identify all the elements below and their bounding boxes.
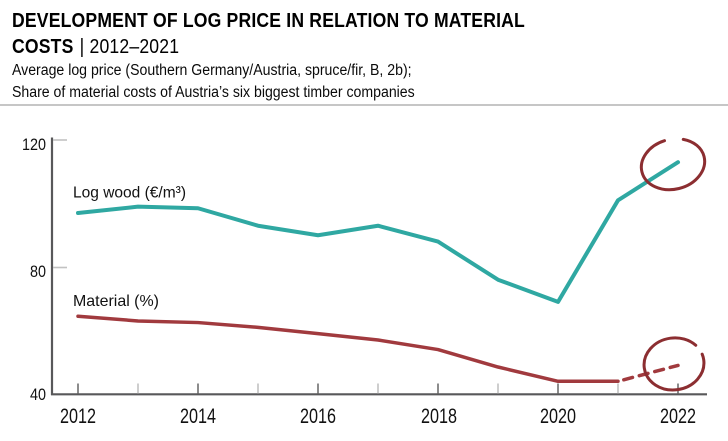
separator-line	[0, 104, 728, 106]
x-tick-label-2014: 2014	[180, 405, 216, 428]
x-tick-label-2012: 2012	[60, 405, 96, 428]
title-period-text: | 2012–2021	[79, 36, 180, 58]
material-line	[76, 314, 620, 384]
log-wood-line	[76, 160, 680, 304]
material-projection-line	[616, 363, 680, 384]
x-tick-label-2022: 2022	[660, 405, 696, 428]
series-lines-group	[76, 160, 680, 384]
log-wood-2022-circle-annotation	[639, 137, 707, 192]
x-ticks-group	[77, 383, 679, 394]
y-tick-label-120: 120	[22, 135, 46, 154]
title-text-bold: DEVELOPMENT OF LOG PRICE IN RELATION TO …	[12, 10, 525, 32]
subtitle-line-2: Share of material costs of Austria’s six…	[12, 84, 415, 101]
log-wood-series-label: Log wood (€/m³)	[73, 185, 186, 202]
y-tick-label-40: 40	[30, 385, 46, 404]
annotations-group	[639, 137, 707, 392]
y-tick-label-80: 80	[30, 262, 46, 281]
page-title-line-1: DEVELOPMENT OF LOG PRICE IN RELATION TO …	[12, 8, 525, 34]
material-series-label: Material (%)	[73, 293, 159, 310]
x-tick-label-2020: 2020	[540, 405, 576, 428]
x-tick-label-2016: 2016	[300, 405, 336, 428]
title-text-bold-2: COSTS	[12, 36, 74, 58]
material-2022-circle-annotation	[642, 336, 706, 392]
page-title-line-2: COSTS | 2012–2021	[12, 34, 179, 60]
subtitle-line-1: Average log price (Southern Germany/Aust…	[12, 62, 412, 79]
x-tick-label-2018: 2018	[421, 405, 457, 428]
